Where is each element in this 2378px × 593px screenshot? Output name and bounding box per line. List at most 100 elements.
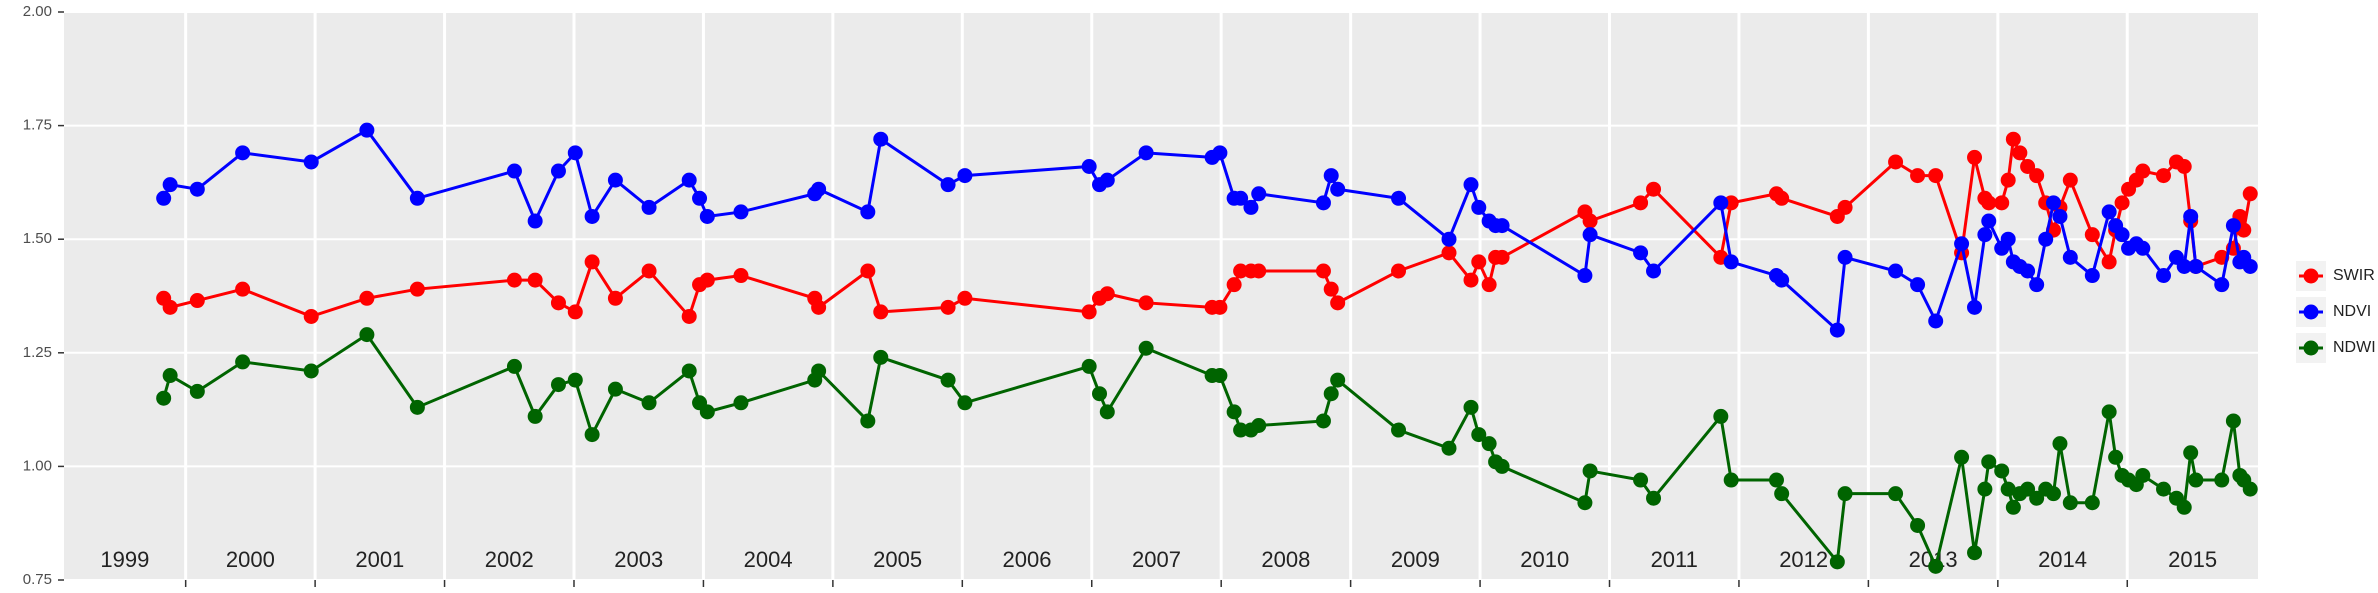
data-point xyxy=(1441,245,1457,261)
year-label: 2007 xyxy=(1132,547,1181,572)
data-point xyxy=(2084,268,2100,284)
y-tick-label: 1.00 xyxy=(23,457,52,474)
data-point xyxy=(1251,186,1267,202)
year-label: 2005 xyxy=(873,547,922,572)
data-point xyxy=(550,295,566,311)
data-point xyxy=(1092,386,1108,402)
data-point xyxy=(409,399,425,415)
data-point xyxy=(162,177,178,193)
data-point xyxy=(1323,168,1339,184)
data-point xyxy=(1977,481,1993,497)
data-point xyxy=(641,263,657,279)
data-point xyxy=(550,377,566,393)
data-point xyxy=(1633,245,1649,261)
data-point xyxy=(162,368,178,384)
data-point xyxy=(527,213,543,229)
legend-point xyxy=(2303,304,2319,320)
data-point xyxy=(2214,472,2230,488)
data-point xyxy=(1994,195,2010,211)
data-point xyxy=(2101,254,2117,270)
y-tick-label: 1.75 xyxy=(23,117,52,134)
year-label: 2012 xyxy=(1779,547,1828,572)
year-label: 2010 xyxy=(1520,547,1569,572)
data-point xyxy=(1713,408,1729,424)
data-point xyxy=(1315,413,1331,429)
data-point xyxy=(2214,277,2230,293)
data-point xyxy=(1928,168,1944,184)
data-point xyxy=(1233,422,1249,438)
data-point xyxy=(1888,154,1904,170)
data-point xyxy=(189,383,205,399)
data-point xyxy=(1212,299,1228,315)
data-point xyxy=(1138,295,1154,311)
data-point xyxy=(303,154,319,170)
data-point xyxy=(1888,263,1904,279)
data-point xyxy=(506,358,522,374)
data-point xyxy=(1463,177,1479,193)
data-point xyxy=(2156,268,2172,284)
year-label: 2006 xyxy=(1003,547,1052,572)
data-point xyxy=(527,272,543,288)
data-point xyxy=(607,290,623,306)
data-point xyxy=(2000,481,2016,497)
data-point xyxy=(1829,322,1845,338)
year-label: 2001 xyxy=(355,547,404,572)
data-point xyxy=(2005,499,2021,515)
data-point xyxy=(1212,368,1228,384)
year-label: 2014 xyxy=(2038,547,2087,572)
data-point xyxy=(1323,281,1339,297)
data-point xyxy=(1471,254,1487,270)
data-point xyxy=(2005,131,2021,147)
data-point xyxy=(940,372,956,388)
data-point xyxy=(860,413,876,429)
data-point xyxy=(1315,195,1331,211)
data-point xyxy=(2062,495,2078,511)
data-point xyxy=(1582,463,1598,479)
data-point xyxy=(1633,472,1649,488)
year-label: 2009 xyxy=(1391,547,1440,572)
data-point xyxy=(1577,268,1593,284)
data-point xyxy=(1954,236,1970,252)
data-point xyxy=(957,168,973,184)
data-point xyxy=(1981,454,1997,470)
data-point xyxy=(1967,149,1983,165)
legend-label: SWIR xyxy=(2333,267,2375,284)
data-point xyxy=(1994,463,2010,479)
data-point xyxy=(2225,218,2241,234)
data-point xyxy=(1471,199,1487,215)
data-point xyxy=(681,363,697,379)
data-point xyxy=(1212,145,1228,161)
data-point xyxy=(733,268,749,284)
data-point xyxy=(2084,227,2100,243)
data-point xyxy=(1910,168,1926,184)
data-point xyxy=(2176,499,2192,515)
data-point xyxy=(2084,495,2100,511)
data-point xyxy=(957,290,973,306)
data-point xyxy=(2038,231,2054,247)
data-point xyxy=(359,290,375,306)
data-point xyxy=(2188,472,2204,488)
data-point xyxy=(1391,263,1407,279)
data-point xyxy=(860,204,876,220)
data-point xyxy=(567,304,583,320)
data-point xyxy=(2020,481,2036,497)
data-point xyxy=(1928,313,1944,329)
y-tick-label: 1.50 xyxy=(23,230,52,247)
data-point xyxy=(1967,545,1983,561)
data-point xyxy=(1633,195,1649,211)
data-point xyxy=(1481,277,1497,293)
data-point xyxy=(1981,195,1997,211)
data-point xyxy=(1910,517,1926,533)
data-point xyxy=(506,272,522,288)
data-point xyxy=(359,327,375,343)
data-point xyxy=(2242,258,2258,274)
data-point xyxy=(957,395,973,411)
data-point xyxy=(2062,172,2078,188)
data-point xyxy=(2108,449,2124,465)
plot-panel xyxy=(64,12,2258,580)
data-point xyxy=(1967,299,1983,315)
legend-point xyxy=(2303,268,2319,284)
y-tick-label: 0.75 xyxy=(23,571,52,588)
